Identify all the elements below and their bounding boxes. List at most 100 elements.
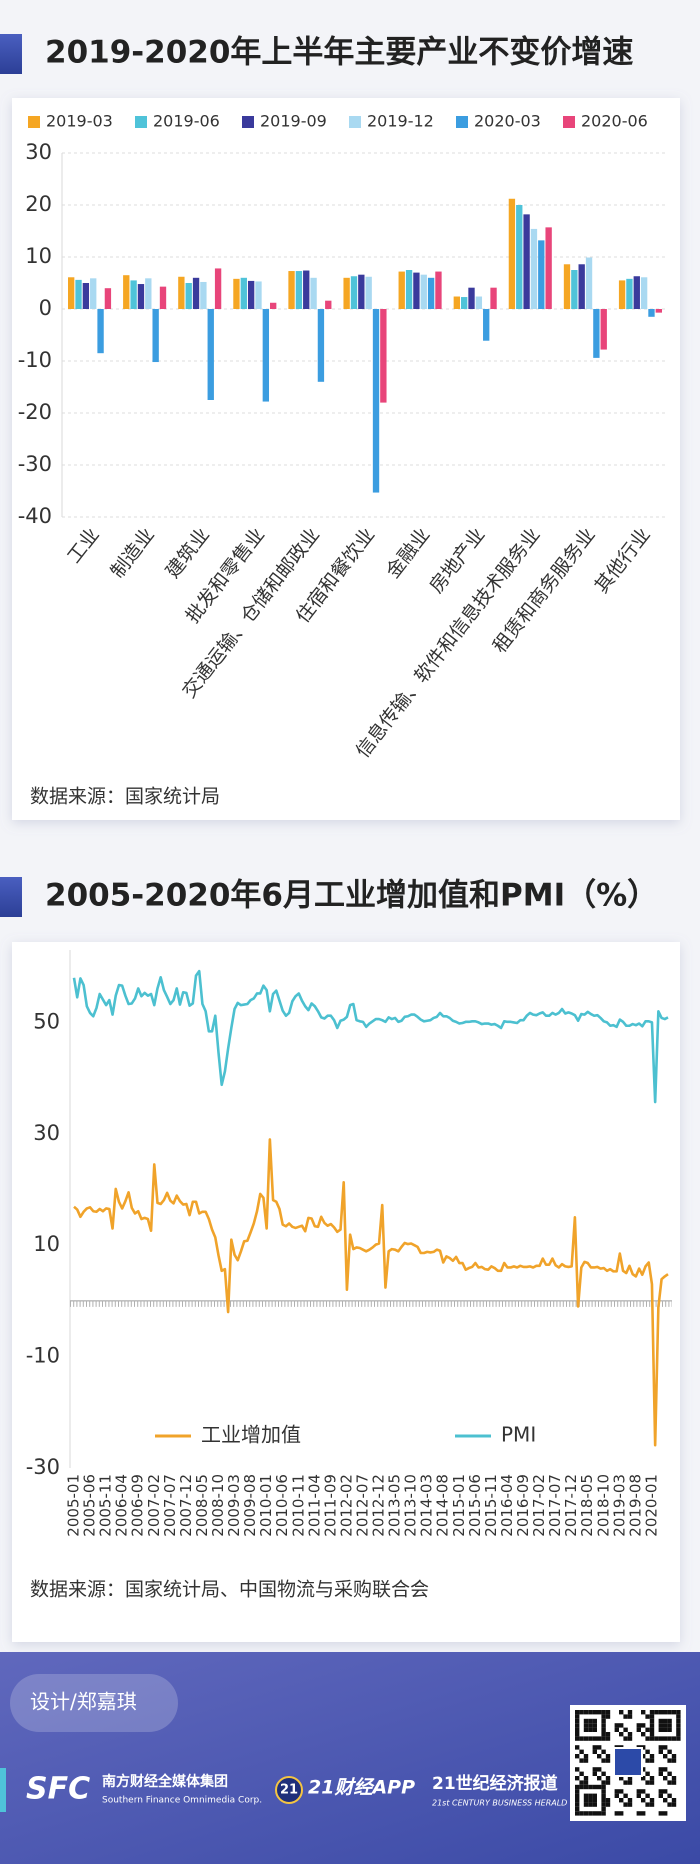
qr-cell — [597, 1784, 602, 1790]
legend-swatch — [28, 116, 40, 128]
legend-label: 2019-12 — [367, 112, 434, 131]
qr-cell — [579, 1736, 584, 1741]
qr-cell — [667, 1736, 672, 1741]
source: 数据来源：国家统计局 — [30, 786, 220, 808]
qr-cell — [641, 1811, 646, 1816]
qr-cell — [636, 1793, 641, 1798]
qr-cell — [583, 1710, 589, 1715]
bar — [460, 297, 468, 309]
qr-cell — [583, 1736, 589, 1741]
bar — [68, 277, 75, 309]
qr-cell — [676, 1732, 681, 1737]
x-tick-label: 2006-09 — [129, 1474, 147, 1537]
qr-cell — [605, 1714, 611, 1719]
qr-cell — [627, 1776, 633, 1781]
bar — [453, 296, 460, 309]
bar — [192, 277, 200, 309]
qr-cell — [663, 1754, 668, 1759]
qr-cell — [588, 1718, 593, 1724]
y-tick-label: 10 — [33, 1232, 60, 1256]
qr-cell — [601, 1732, 606, 1737]
qr-pattern — [575, 1710, 681, 1816]
qr-cell — [649, 1754, 655, 1759]
qr-cell — [623, 1714, 628, 1719]
qr-cell — [658, 1749, 663, 1754]
qr-cell — [623, 1736, 628, 1741]
bar — [178, 276, 185, 309]
qr-cell — [641, 1789, 646, 1794]
qr-cell — [575, 1710, 580, 1715]
qr-cell — [592, 1723, 597, 1728]
qr-cell — [601, 1723, 606, 1728]
qr-cell — [605, 1732, 611, 1737]
qr-cell — [658, 1767, 663, 1772]
qr-cell — [667, 1771, 672, 1776]
qr-cell — [671, 1798, 677, 1803]
bar — [343, 277, 350, 309]
qr-cell — [627, 1802, 633, 1807]
qr-cell — [583, 1723, 589, 1728]
qr-cell — [583, 1776, 589, 1781]
qr-cell — [623, 1780, 628, 1785]
bar — [82, 283, 90, 309]
qr-cell — [645, 1714, 650, 1719]
qr-cell — [667, 1802, 672, 1807]
qr-cell — [627, 1736, 633, 1741]
qr-cell — [575, 1806, 580, 1812]
qr-cell — [619, 1710, 624, 1715]
qr-cell — [597, 1776, 602, 1781]
y-tick-label: -30 — [18, 452, 52, 476]
group-en: Southern Finance Omnimedia Corp. — [102, 1796, 262, 1806]
qr-cell — [636, 1727, 641, 1732]
qr-cell — [592, 1802, 597, 1807]
x-tick-label: 2007-02 — [145, 1474, 163, 1537]
qr-cell — [649, 1776, 655, 1781]
y-tick-label: -10 — [18, 348, 52, 372]
x-tick-label: 2010-06 — [273, 1474, 291, 1537]
x-tick-label: 2010-11 — [289, 1474, 307, 1537]
bar — [648, 309, 655, 317]
bar — [214, 268, 222, 309]
bar — [593, 309, 600, 358]
y-tick-label: -20 — [18, 400, 52, 424]
qr-cell — [649, 1802, 655, 1807]
qr-cell — [627, 1714, 633, 1719]
qr-cell — [663, 1798, 668, 1803]
designer: 设计/郑嘉琪 — [30, 1690, 137, 1714]
bar — [350, 276, 358, 309]
qr-cell — [649, 1710, 655, 1715]
qr-cell — [601, 1727, 606, 1732]
qr-cell — [671, 1802, 677, 1807]
qr-cell — [605, 1798, 611, 1803]
line — [72, 969, 669, 1104]
bar — [200, 281, 207, 309]
qr-cell — [601, 1758, 606, 1763]
bar — [640, 277, 648, 309]
qr-cell — [627, 1780, 633, 1785]
x-tick-label: 2010-01 — [257, 1474, 275, 1537]
legend-label: 2020-06 — [581, 112, 648, 131]
bar — [563, 264, 571, 309]
qr-cell — [588, 1710, 593, 1715]
qr-cell — [575, 1811, 580, 1816]
bar — [413, 272, 420, 309]
bar — [303, 270, 310, 309]
x-tick-label: 2017-02 — [530, 1474, 548, 1537]
qr-cell — [601, 1806, 606, 1812]
qr-cell — [601, 1749, 606, 1754]
qr-cell — [663, 1776, 668, 1781]
qr-cell — [601, 1718, 606, 1724]
qr-cell — [658, 1811, 663, 1816]
bar — [255, 281, 262, 309]
bar — [420, 274, 427, 309]
x-tick-label: 2005-11 — [97, 1474, 115, 1537]
x-tick-label: 2007-12 — [177, 1474, 195, 1537]
qr-cell — [676, 1736, 681, 1741]
qr-cell — [583, 1780, 589, 1785]
qr-cell — [575, 1802, 580, 1807]
qr-cell — [641, 1723, 646, 1728]
qr-cell — [649, 1714, 655, 1719]
qr-cell — [619, 1789, 624, 1794]
qr-cell — [575, 1745, 580, 1750]
qr-cell — [654, 1710, 659, 1715]
